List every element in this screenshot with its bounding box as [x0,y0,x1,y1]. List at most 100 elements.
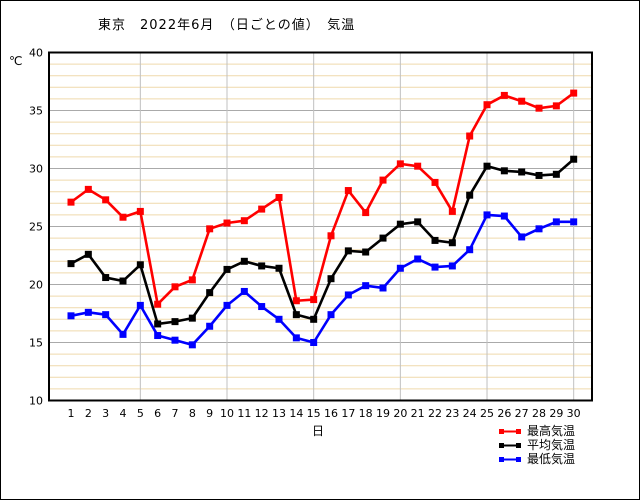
y-axis-tick-label: 15 [29,337,43,350]
series-avg-marker [414,218,422,226]
series-min-marker [154,332,162,340]
series-min-marker [171,336,179,344]
series-min-marker [258,303,266,311]
series-min-marker [275,315,283,323]
series-min-marker [483,211,491,219]
legend-label-min: 最低気温 [527,452,576,466]
x-axis-tick-label: 18 [359,407,373,420]
series-min-marker [431,263,439,271]
series-avg-marker [518,168,526,176]
series-min-marker [188,341,196,349]
series-avg-marker [240,257,248,265]
series-max-marker [292,297,300,305]
x-axis-tick-label: 6 [154,407,161,420]
plot-border [48,51,593,402]
series-max-marker [535,104,543,112]
series-min-marker [136,301,144,309]
x-axis-tick-label: 11 [237,407,251,420]
series-max-marker [344,187,352,195]
series-avg-marker [310,315,318,323]
x-axis-tick-label: 13 [272,407,286,420]
x-axis-tick-label: 8 [189,407,196,420]
series-avg-marker [500,167,508,175]
x-axis-tick-label: 3 [102,407,109,420]
series-min-marker [119,330,127,338]
series-min-marker [292,334,300,342]
series-max-marker [570,89,578,97]
series-avg-marker [344,247,352,255]
y-axis-unit-label: ℃ [9,54,22,68]
series-min-marker [535,225,543,233]
series-max-marker [67,198,75,206]
series-avg-marker [136,261,144,269]
x-axis-tick-label: 30 [567,407,581,420]
series-max-marker [136,207,144,215]
series-min-marker [327,311,335,319]
y-axis-tick-label: 10 [29,395,43,408]
chart-title: 東京 2022年6月 （日ごとの値） 気温 [98,18,356,33]
series-max-marker [552,102,560,110]
legend-label-avg: 平均気温 [527,438,576,452]
x-axis-tick-label: 29 [549,407,563,420]
series-min-marker [240,287,248,295]
legend: 最高気温 平均気温 最低気温 [497,424,575,466]
series-min-marker [223,301,231,309]
x-axis-tick-label: 15 [307,407,321,420]
x-axis-tick-label: 17 [341,407,355,420]
series-max-marker [362,209,370,217]
x-axis-tick-label: 4 [120,407,127,420]
x-axis-tick-label: 12 [255,407,269,420]
x-axis-tick-label: 26 [497,407,511,420]
y-axis-tick-label: 25 [29,221,43,234]
series-min-marker [500,212,508,220]
series-avg-marker [119,277,127,285]
series-avg-marker [84,250,92,258]
series-max-marker [431,178,439,186]
legend-line-icon-min [499,456,521,462]
y-axis-tick-label: 35 [29,105,43,118]
series-max-marker [448,207,456,215]
series-min-marker [379,284,387,292]
legend-item-max: 最高気温 [497,424,575,438]
y-axis-tick-label: 30 [29,163,43,176]
series-min-marker [448,262,456,270]
x-axis-tick-label: 27 [515,407,529,420]
series-min-marker [84,308,92,316]
series-max-marker [518,97,526,105]
series-max-marker [102,196,110,204]
series-avg-marker [570,155,578,163]
series-min-marker [414,255,422,263]
series-max-marker [466,132,474,140]
x-axis-tick-label: 23 [445,407,459,420]
y-axis-tick-label: 20 [29,279,43,292]
x-axis-tick-label: 25 [480,407,494,420]
series-avg-marker [223,265,231,273]
series-max-marker [223,219,231,227]
series-avg-marker [102,274,110,282]
series-min-marker [206,322,214,330]
x-axis-tick-label: 14 [289,407,303,420]
x-axis-title: 日 [312,424,324,438]
x-axis-tick-label: 10 [220,407,234,420]
series-avg-marker [431,236,439,244]
series-max-marker [310,296,318,304]
series-avg-marker [396,220,404,228]
x-axis-tick-label: 7 [172,407,179,420]
series-min-marker [362,282,370,290]
series-avg-marker [327,275,335,283]
series-min-marker [466,246,474,254]
series-max-marker [396,160,404,168]
series-avg-marker [188,314,196,322]
legend-item-avg: 平均気温 [497,438,575,452]
x-axis-tick-label: 28 [532,407,546,420]
series-min-marker [570,218,578,226]
series-avg-marker [448,239,456,247]
series-avg-marker [535,171,543,179]
y-axis-tick-label: 40 [29,47,43,60]
x-axis-tick-label: 5 [137,407,144,420]
series-max-marker [119,213,127,221]
series-min-marker [310,339,318,346]
series-min-marker [102,311,110,319]
